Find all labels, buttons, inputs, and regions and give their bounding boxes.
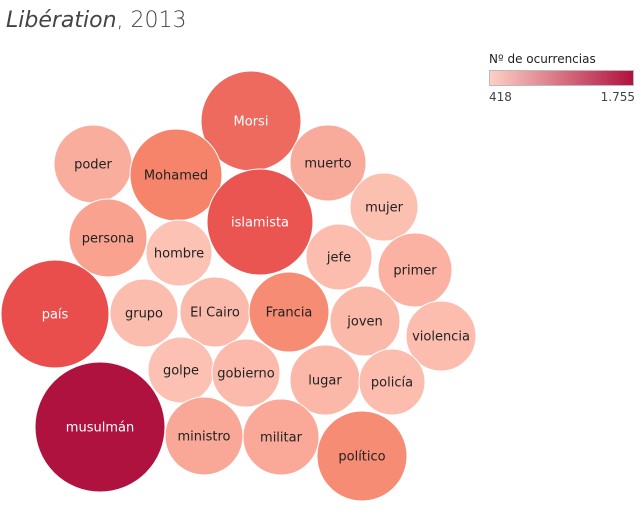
bubble-circle-francia[interactable] (248, 271, 330, 353)
bubble-primer[interactable]: primer (377, 232, 453, 308)
bubble-label-hombre: hombre (154, 247, 204, 262)
legend-labels: 418 1.755 (489, 90, 635, 106)
bubble-politico[interactable]: político (316, 410, 408, 502)
bubble-pais[interactable]: país (0, 259, 110, 369)
bubble-persona[interactable]: persona (68, 198, 148, 278)
bubble-label-politico: político (338, 450, 385, 465)
bubble-circle-musulman[interactable] (34, 361, 166, 493)
bubble-circle-joven[interactable] (329, 285, 401, 357)
bubble-label-golpe: golpe (163, 364, 199, 379)
bubble-label-islamista: islamista (231, 216, 289, 231)
bubble-circle-gobierno[interactable] (211, 338, 281, 408)
legend-max-label: 1.755 (600, 90, 635, 104)
bubble-circle-muerto[interactable] (289, 124, 367, 202)
legend-min-label: 418 (489, 90, 512, 104)
bubble-label-francia: Francia (266, 306, 313, 321)
bubble-mohamed[interactable]: Mohamed (129, 128, 223, 222)
bubble-golpe[interactable]: golpe (147, 336, 215, 404)
bubble-mujer[interactable]: mujer (349, 172, 419, 242)
bubble-policia[interactable]: policía (358, 348, 426, 416)
bubble-label-grupo: grupo (125, 307, 163, 322)
bubble-ministro[interactable]: ministro (164, 396, 244, 476)
bubble-label-gobierno: gobierno (217, 367, 274, 382)
bubble-label-jefe: jefe (326, 251, 351, 266)
bubble-label-poder: poder (74, 158, 112, 173)
bubble-label-militar: militar (260, 431, 303, 446)
bubble-grupo[interactable]: grupo (109, 278, 179, 348)
bubble-label-mujer: mujer (365, 201, 404, 216)
chart-title-publication: Libération (6, 8, 117, 33)
bubble-islamista[interactable]: islamista (206, 168, 314, 276)
bubble-musulman[interactable]: musulmán (34, 361, 166, 493)
legend-gradient-bar (489, 70, 634, 86)
bubble-circle-grupo[interactable] (109, 278, 179, 348)
bubble-circle-violencia[interactable] (405, 300, 477, 372)
color-legend: Nº de ocurrencias 418 1.755 (489, 52, 635, 106)
bubble-joven[interactable]: joven (329, 285, 401, 357)
bubble-hombre[interactable]: hombre (145, 219, 213, 287)
legend-title: Nº de ocurrencias (489, 52, 596, 66)
bubble-circle-militar[interactable] (242, 398, 320, 476)
bubble-label-policia: policía (371, 376, 413, 391)
bubble-label-primer: primer (393, 264, 437, 279)
bubble-circle-policia[interactable] (358, 348, 426, 416)
bubble-circle-mujer[interactable] (349, 172, 419, 242)
bubble-violencia[interactable]: violencia (405, 300, 477, 372)
bubble-circle-politico[interactable] (316, 410, 408, 502)
bubble-label-mohamed: Mohamed (144, 169, 208, 184)
bubble-label-ministro: ministro (177, 430, 230, 445)
bubble-label-persona: persona (82, 232, 135, 247)
bubble-circle-pais[interactable] (0, 259, 110, 369)
bubble-label-musulman: musulmán (66, 421, 134, 436)
bubble-label-el-cairo: El Cairo (190, 306, 240, 321)
bubble-label-violencia: violencia (412, 330, 470, 345)
bubble-circle-jefe[interactable] (305, 223, 373, 291)
bubble-gobierno[interactable]: gobierno (211, 338, 281, 408)
bubble-el-cairo[interactable]: El Cairo (179, 276, 251, 348)
chart-title: Libération, 2013 (6, 8, 187, 33)
bubble-circle-hombre[interactable] (145, 219, 213, 287)
bubble-circle-persona[interactable] (68, 198, 148, 278)
bubble-poder[interactable]: poder (53, 124, 133, 204)
bubble-label-morsi: Morsi (234, 115, 269, 130)
bubble-label-muerto: muerto (304, 157, 351, 172)
bubble-jefe[interactable]: jefe (305, 223, 373, 291)
bubble-label-joven: joven (346, 315, 383, 330)
bubble-label-pais: país (42, 308, 69, 323)
bubble-francia[interactable]: Francia (248, 271, 330, 353)
bubble-muerto[interactable]: muerto (289, 124, 367, 202)
bubble-circle-primer[interactable] (377, 232, 453, 308)
bubble-label-lugar: lugar (308, 374, 342, 389)
bubble-morsi[interactable]: Morsi (200, 70, 302, 172)
bubble-militar[interactable]: militar (242, 398, 320, 476)
bubble-circle-islamista[interactable] (206, 168, 314, 276)
chart-title-year: , 2013 (116, 8, 187, 33)
